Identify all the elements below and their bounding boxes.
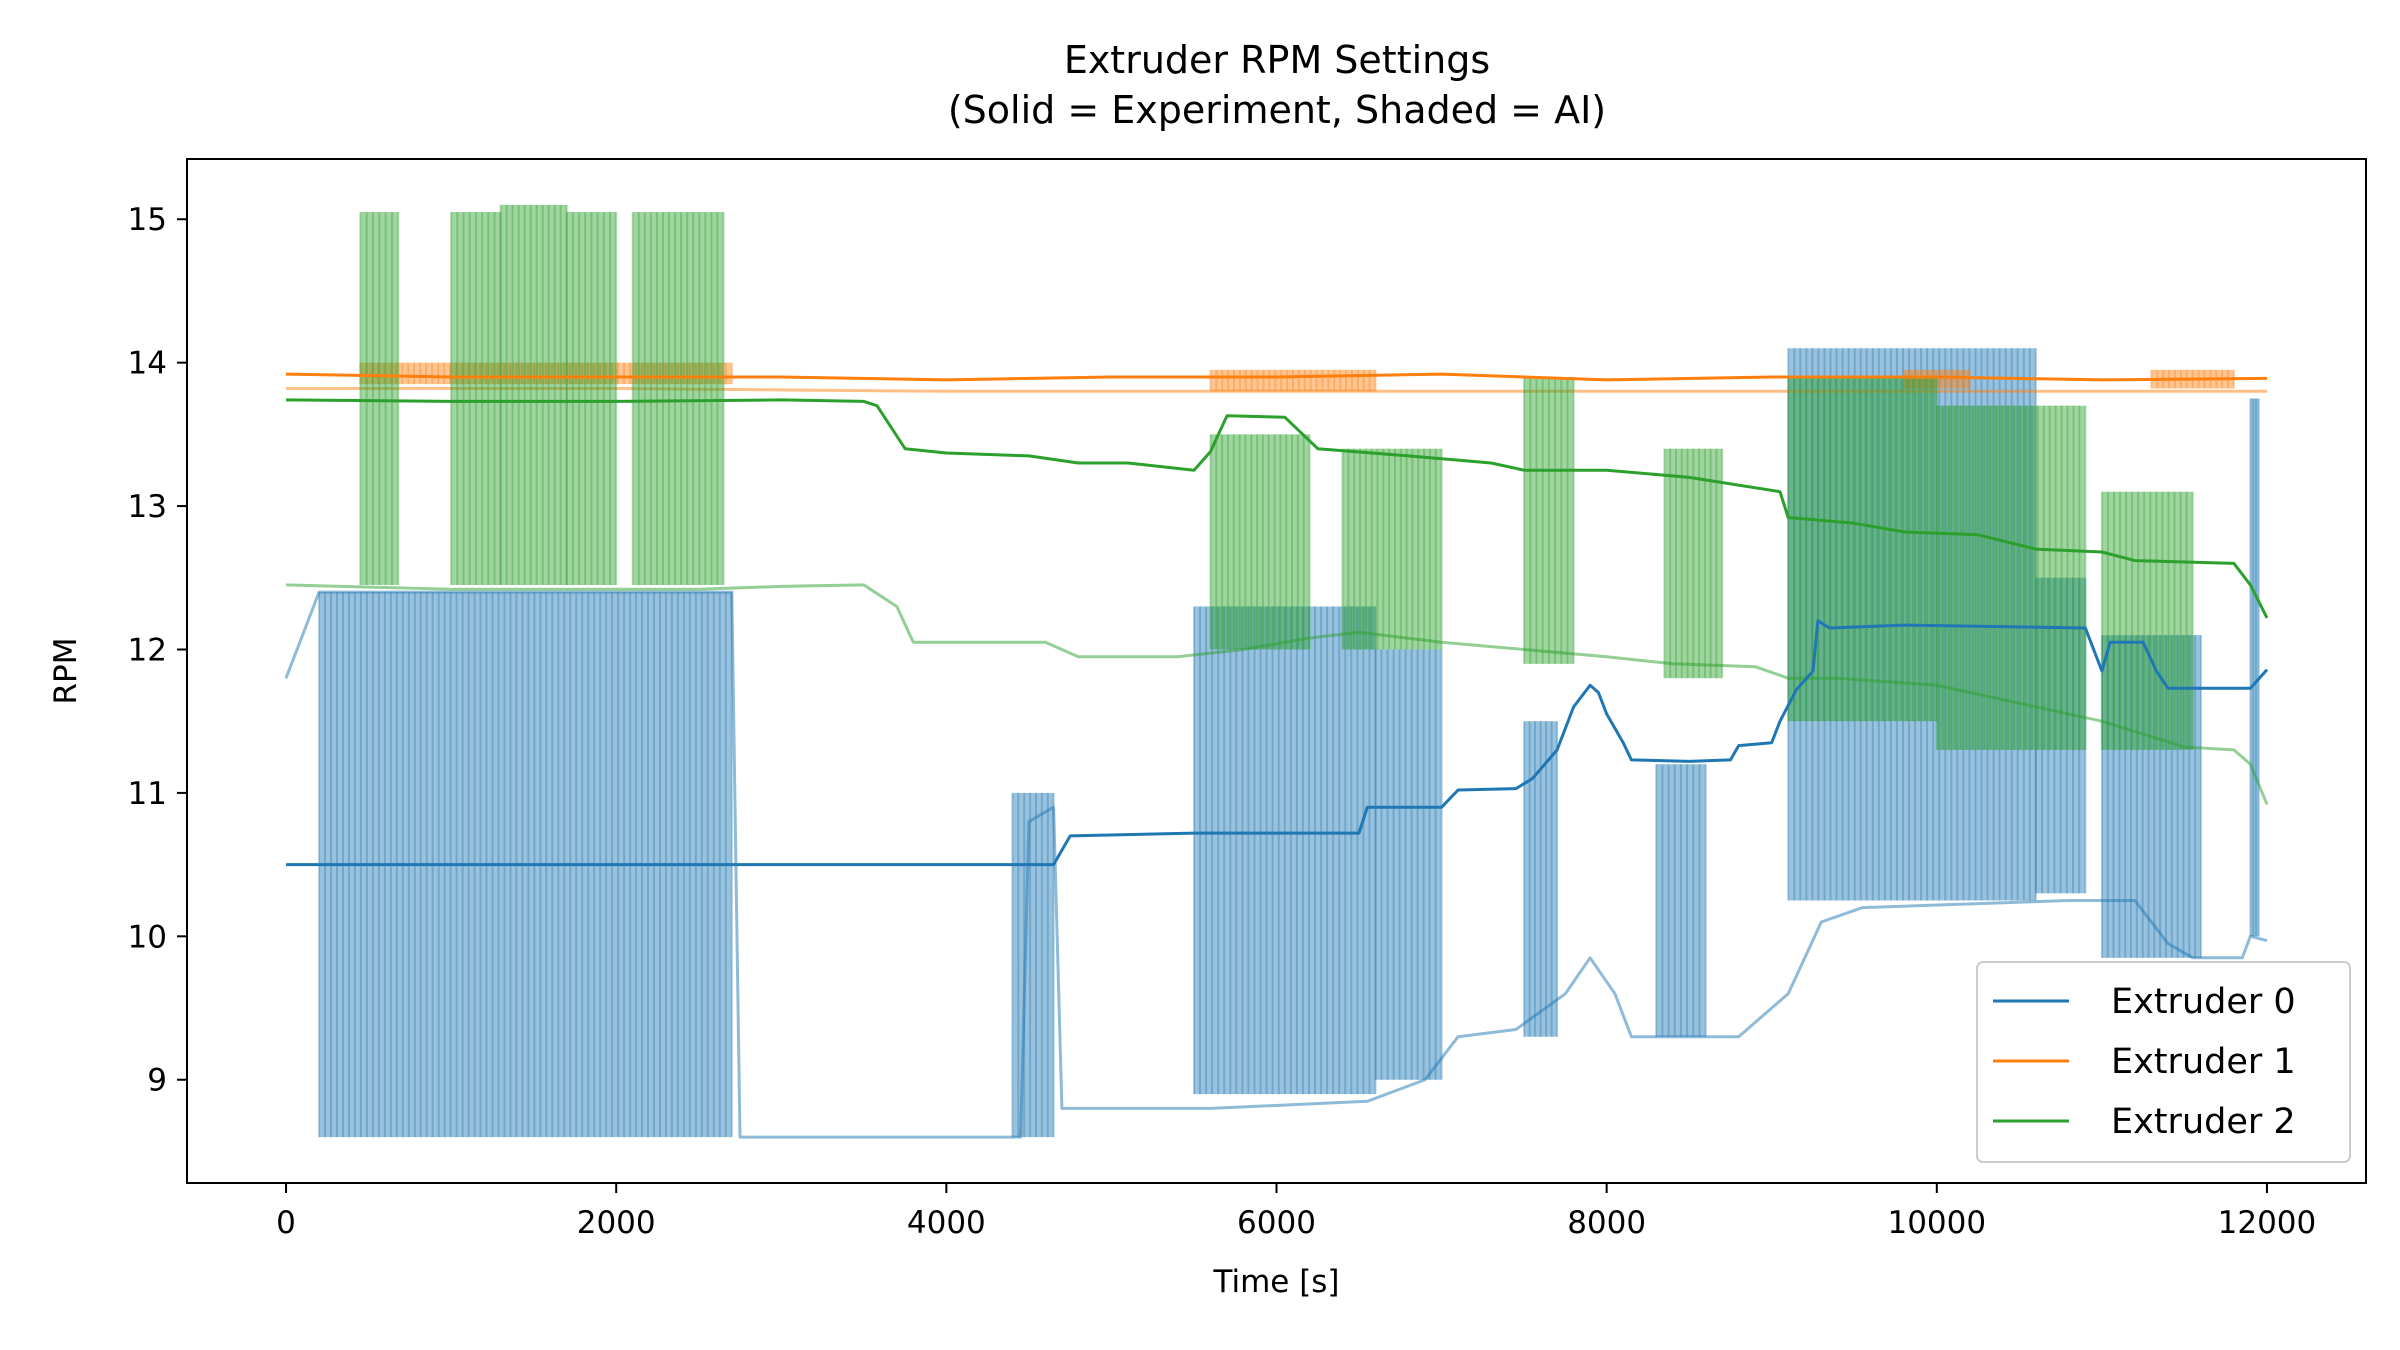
y-tick-label: 13 [128,489,167,525]
extruder-2-ai-band [1788,376,1937,722]
y-axis-label: RPM [48,638,84,705]
extruder-2-ai-band [500,204,567,585]
x-tick-label: 10000 [1887,1205,1986,1241]
extruder-2-ai-band [566,212,617,585]
extruder-0-line [286,619,2269,867]
x-axis-label: Time [s] [1212,1264,1339,1300]
y-tick-label: 15 [128,202,167,238]
extruder-1-ai-band [1903,369,1970,389]
extruder-0-ai-band [1656,764,1706,1037]
y-tick-label: 9 [147,1063,167,1099]
legend-box [1976,961,2351,1163]
extruder-1-ai-band [360,362,732,385]
x-tick-label: 8000 [1567,1205,1646,1241]
legend-label: Extruder 0 [2111,982,2296,1022]
chart-subtitle: (Solid = Experiment, Shaded = AI) [948,88,1606,132]
extruder-2-ai-band [2101,491,2193,750]
extruder-0-ai-band [2250,398,2259,937]
extruder-2-line [285,398,2269,619]
chart-title: Extruder RPM Settings [1064,38,1490,82]
extruder-2-ai-band [451,212,501,585]
y-tick-label: 12 [128,632,167,668]
extruder-0-ai-band [1012,792,1054,1138]
extruder-2-ai-band [1664,448,1723,679]
experiment-series-layer [285,372,2269,867]
x-tick-label: 12000 [2218,1205,2317,1241]
extruder-2-ai-line [285,583,2269,805]
extruder-2-ai-band [1524,376,1574,664]
x-axis: 0 2000 4000 6000 8000 10000 12000 [276,1183,2316,1241]
ai-series-layer [284,204,2269,1139]
y-tick-label: 10 [128,919,167,955]
extruder-0-ai-band [1193,606,1376,1095]
y-axis: 9 10 11 12 13 14 15 [128,202,187,1099]
y-tick-label: 14 [128,346,167,382]
legend: Extruder 0 Extruder 1 Extruder 2 [1976,961,2351,1163]
extruder-2-ai-series [285,204,2269,805]
legend-label: Extruder 2 [2111,1102,2296,1142]
x-tick-label: 4000 [907,1205,986,1241]
extruder-2-ai-band [632,212,724,585]
extruder-2-ai-band [1936,405,2086,750]
extruder-0-ai-band [2035,577,2086,894]
extruder-1-line [285,372,2268,382]
extruder-2-ai-band [360,212,399,585]
extruder-0-ai-band [1375,649,1442,1080]
extruder-0-ai-band [1524,721,1558,1037]
plot-area [284,204,2269,1139]
extruder-0-ai-line [284,590,2268,1139]
y-tick-label: 11 [128,776,167,812]
x-tick-label: 6000 [1237,1205,1316,1241]
x-tick-label: 2000 [577,1205,656,1241]
extruder-2-ai-band [1210,434,1310,650]
extruder-1-ai-line [286,387,2267,393]
legend-label: Extruder 1 [2111,1042,2296,1082]
extruder-2-ai-band [1342,448,1442,650]
x-tick-label: 0 [276,1205,296,1241]
